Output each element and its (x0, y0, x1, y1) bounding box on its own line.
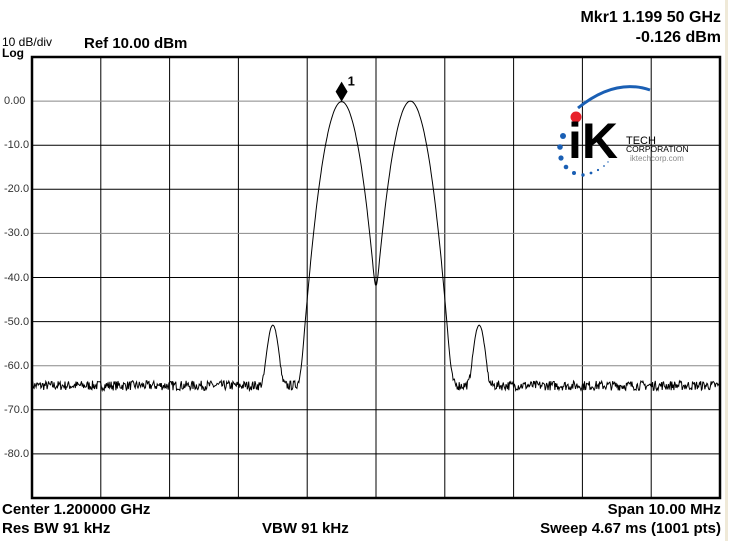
logo-url: iktechcorp.com (630, 154, 684, 163)
logo-ik: iK (568, 113, 618, 169)
logo-tech: TECH (626, 135, 656, 147)
center-frequency: Center 1.200000 GHz (2, 501, 151, 518)
reference-level: Ref 10.00 dBm (84, 35, 188, 52)
marker-diamond-icon (335, 81, 348, 102)
trace (31, 100, 721, 393)
resolution-bandwidth: Res BW 91 kHz (2, 520, 111, 537)
y-tick-label: -20.0 (4, 183, 30, 196)
plot-frame (30, 55, 722, 500)
y-tick-label: -30.0 (4, 227, 30, 240)
y-tick-label: 0.00 (4, 95, 26, 108)
video-bandwidth: VBW 91 kHz (262, 520, 349, 537)
y-tick-label: -70.0 (4, 403, 30, 416)
frequency-span: Span 10.00 MHz (607, 501, 721, 518)
ik-logo: iK TECH CORPORATION iktechcorp.com (557, 85, 689, 177)
y-tick-label: -60.0 (4, 359, 30, 372)
y-tick-label: -40.0 (4, 271, 30, 284)
scale-per-div: 10 dB/div (2, 35, 53, 49)
logo-red-dot (570, 111, 582, 123)
y-tick-label: -10.0 (4, 139, 30, 152)
logo-corporation: CORPORATION (626, 144, 689, 154)
marker-number: 1 (348, 74, 355, 89)
y-tick-label: -50.0 (4, 315, 30, 328)
y-tick-label: -80.0 (4, 447, 30, 460)
marker-amplitude: -0.126 dBm (635, 29, 721, 46)
marker-frequency: Mkr1 1.199 50 GHz (580, 9, 721, 26)
marker-1[interactable]: 1 (335, 74, 355, 102)
window-edge-strip (725, 0, 728, 541)
sweep-time: Sweep 4.67 ms (1001 pts) (540, 520, 721, 537)
scale-type: Log (2, 46, 24, 60)
graticule (32, 57, 720, 498)
logo-arc (577, 85, 651, 110)
